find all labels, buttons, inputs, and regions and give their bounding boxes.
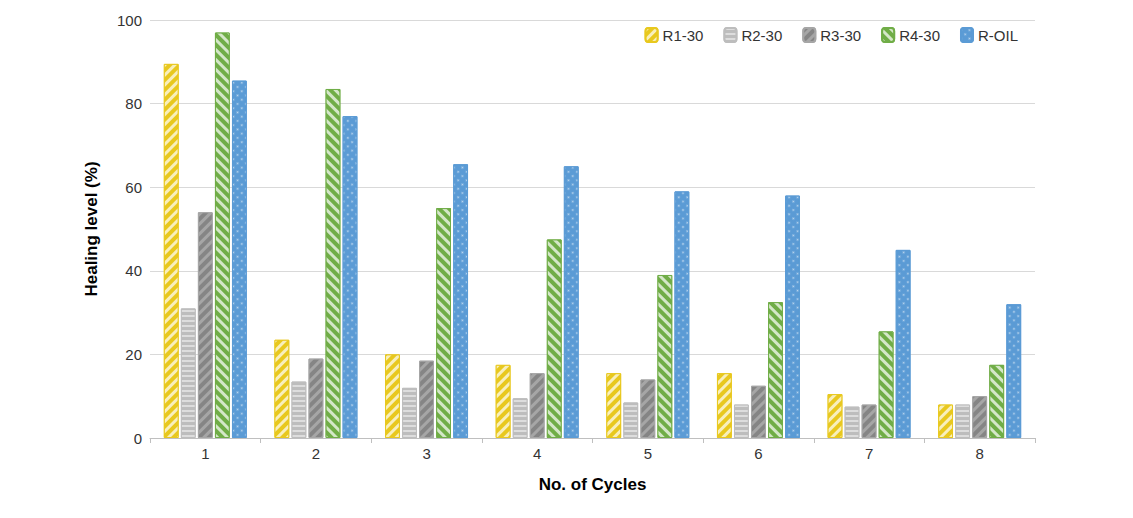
svg-text:R2-30: R2-30 — [741, 27, 782, 44]
svg-text:1: 1 — [201, 445, 209, 462]
svg-text:4: 4 — [533, 445, 541, 462]
svg-text:No. of Cycles: No. of Cycles — [539, 475, 647, 494]
svg-text:40: 40 — [125, 262, 142, 279]
svg-text:Healing level (%): Healing level (%) — [82, 161, 101, 296]
svg-text:2: 2 — [312, 445, 320, 462]
svg-text:R3-30: R3-30 — [820, 27, 861, 44]
svg-text:R-OIL: R-OIL — [978, 27, 1018, 44]
svg-text:5: 5 — [644, 445, 652, 462]
svg-text:R4-30: R4-30 — [899, 27, 940, 44]
svg-text:0: 0 — [134, 430, 142, 447]
svg-text:R1-30: R1-30 — [663, 27, 704, 44]
svg-text:8: 8 — [976, 445, 984, 462]
svg-text:3: 3 — [422, 445, 430, 462]
svg-text:100: 100 — [117, 12, 142, 29]
svg-text:60: 60 — [125, 179, 142, 196]
svg-text:7: 7 — [865, 445, 873, 462]
svg-text:80: 80 — [125, 95, 142, 112]
svg-text:6: 6 — [754, 445, 762, 462]
svg-text:20: 20 — [125, 346, 142, 363]
